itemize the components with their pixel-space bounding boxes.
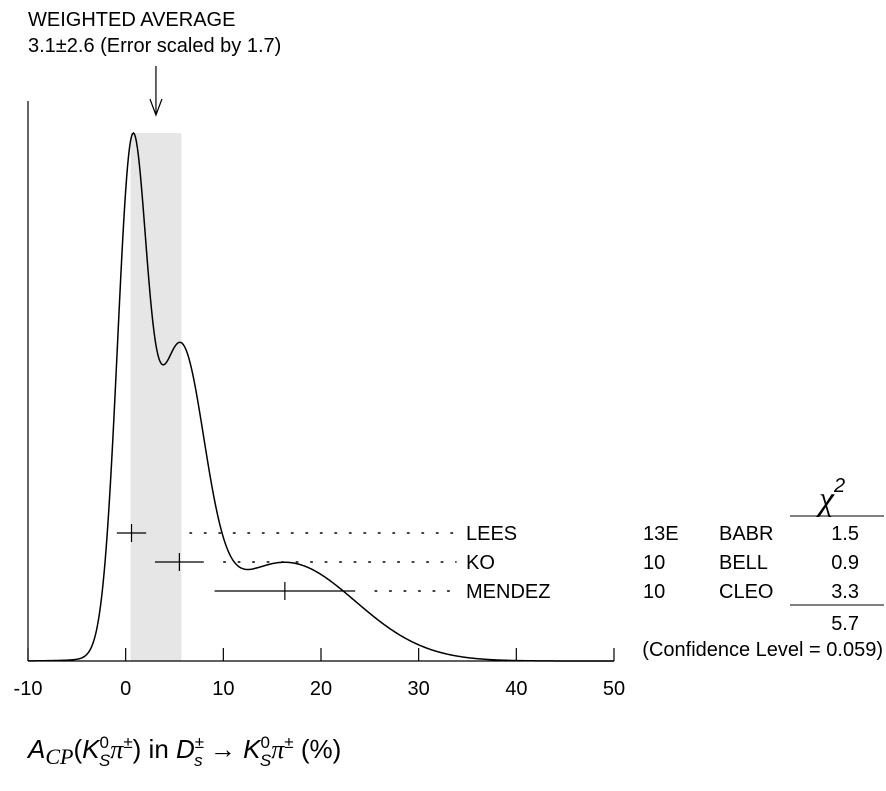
measurement-experiment: CLEO [719, 581, 773, 603]
measurement-row: KO 10 BELL 0.9 [154, 552, 859, 574]
measurement-experiment: BABR [719, 523, 773, 545]
chi2-total: 5.7 [831, 613, 859, 635]
measurement-year: 10 [643, 581, 665, 603]
weighted-average-band [130, 133, 182, 661]
measurement-name: MENDEZ [466, 581, 550, 603]
measurement-chi2: 0.9 [831, 552, 859, 574]
x-tick-label: 30 [408, 678, 430, 700]
chi2-header-sup: 2 [833, 475, 845, 497]
measurement-chi2: 1.5 [831, 523, 859, 545]
x-axis-label: ACP(K0 Sπ±) in D± s → K0 Sπ± (%) [26, 733, 341, 770]
x-tick-label: -10 [14, 678, 43, 700]
header-value: 3.1±2.6 (Error scaled by 1.7) [28, 35, 281, 57]
confidence-level: (Confidence Level = 0.059) [642, 639, 883, 661]
measurement-name: KO [466, 552, 495, 574]
x-tick-label: 10 [212, 678, 234, 700]
measurement-year: 10 [643, 552, 665, 574]
arrow-head [149, 98, 163, 117]
measurement-row: MENDEZ 10 CLEO 3.3 [214, 581, 859, 603]
x-tick-label: 0 [120, 678, 131, 700]
x-axis-ticks: -10 0 10 20 30 40 50 [14, 648, 625, 700]
x-tick-label: 20 [310, 678, 332, 700]
measurement-chi2: 3.3 [831, 581, 859, 603]
header-title: WEIGHTED AVERAGE [28, 9, 235, 31]
x-tick-label: 50 [603, 678, 625, 700]
chi2-header: χ2 [816, 475, 845, 518]
measurement-year: 13E [643, 523, 679, 545]
measurement-row: LEES 13E BABR 1.5 [116, 523, 859, 545]
x-tick-label: 40 [505, 678, 527, 700]
weighted-average-arrow [149, 66, 163, 117]
measurement-name: LEES [466, 523, 517, 545]
measurements: LEES 13E BABR 1.5 KO 10 BELL 0.9 MENDEZ 10 CLEO 3.3 [116, 523, 859, 603]
measurement-experiment: BELL [719, 552, 768, 574]
